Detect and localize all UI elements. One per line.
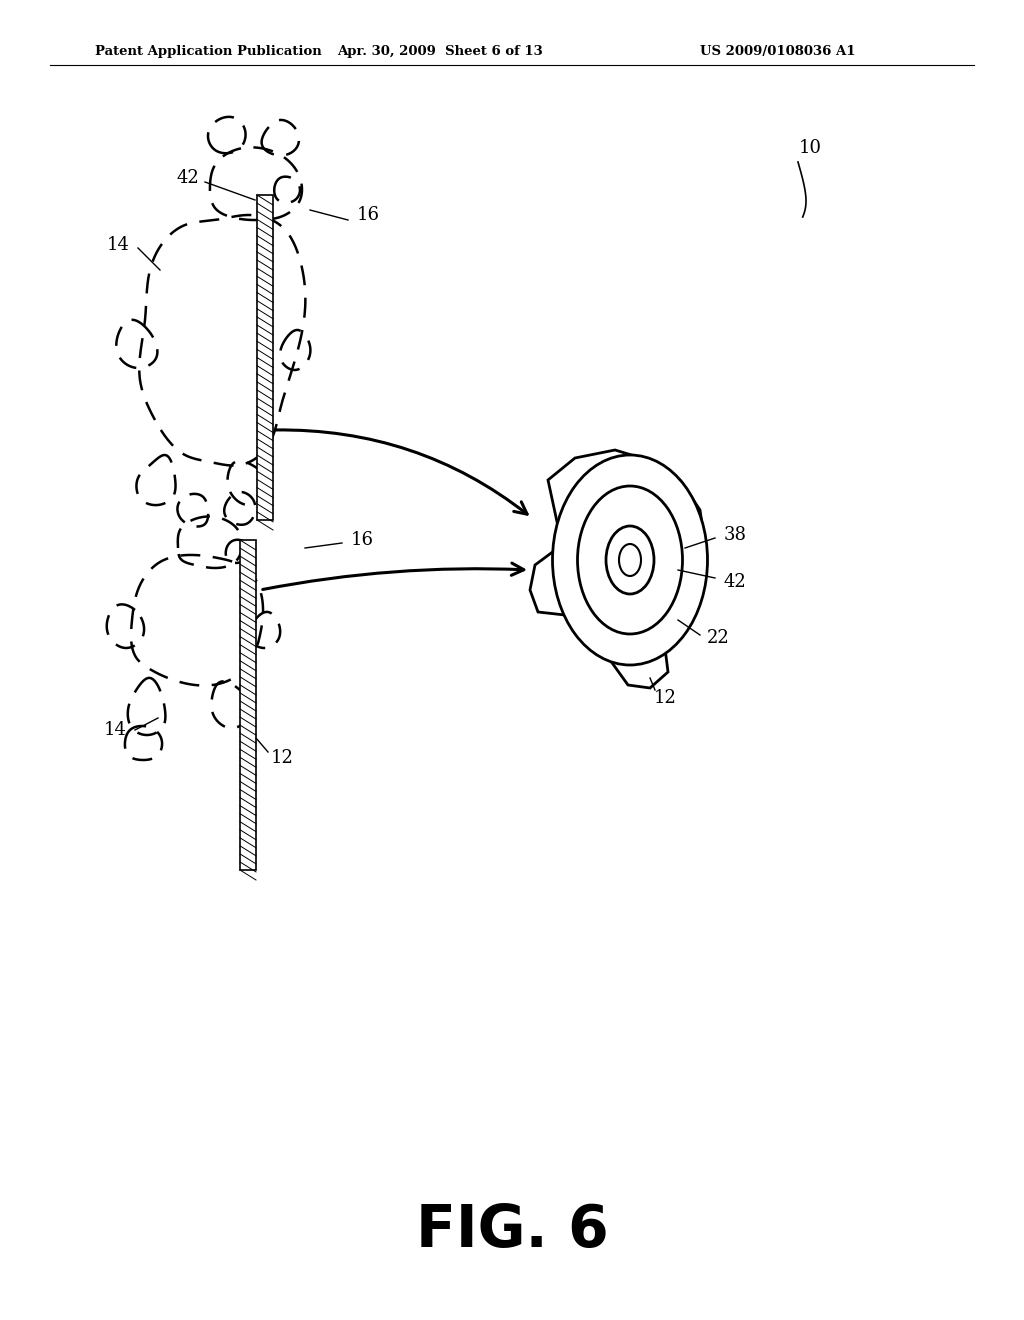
Text: 22: 22 (707, 630, 729, 647)
Text: 38: 38 (724, 525, 746, 544)
Text: 12: 12 (653, 689, 677, 708)
Text: 10: 10 (799, 139, 821, 157)
Bar (240, 540, 256, 870)
Text: FIG. 6: FIG. 6 (416, 1201, 608, 1258)
Text: 12: 12 (270, 748, 294, 767)
Polygon shape (610, 648, 668, 688)
Bar (257, 195, 273, 520)
Text: Patent Application Publication: Patent Application Publication (95, 45, 322, 58)
Text: Apr. 30, 2009  Sheet 6 of 13: Apr. 30, 2009 Sheet 6 of 13 (337, 45, 543, 58)
Text: 42: 42 (724, 573, 746, 591)
Text: 42: 42 (176, 169, 200, 187)
Text: 14: 14 (106, 236, 129, 253)
Polygon shape (548, 450, 705, 665)
Ellipse shape (578, 486, 683, 634)
Text: 14: 14 (103, 721, 126, 739)
Ellipse shape (606, 525, 654, 594)
Polygon shape (530, 545, 565, 615)
Ellipse shape (553, 455, 708, 665)
Text: 16: 16 (350, 531, 374, 549)
Text: 16: 16 (356, 206, 380, 224)
Text: US 2009/0108036 A1: US 2009/0108036 A1 (700, 45, 855, 58)
Ellipse shape (618, 544, 641, 576)
